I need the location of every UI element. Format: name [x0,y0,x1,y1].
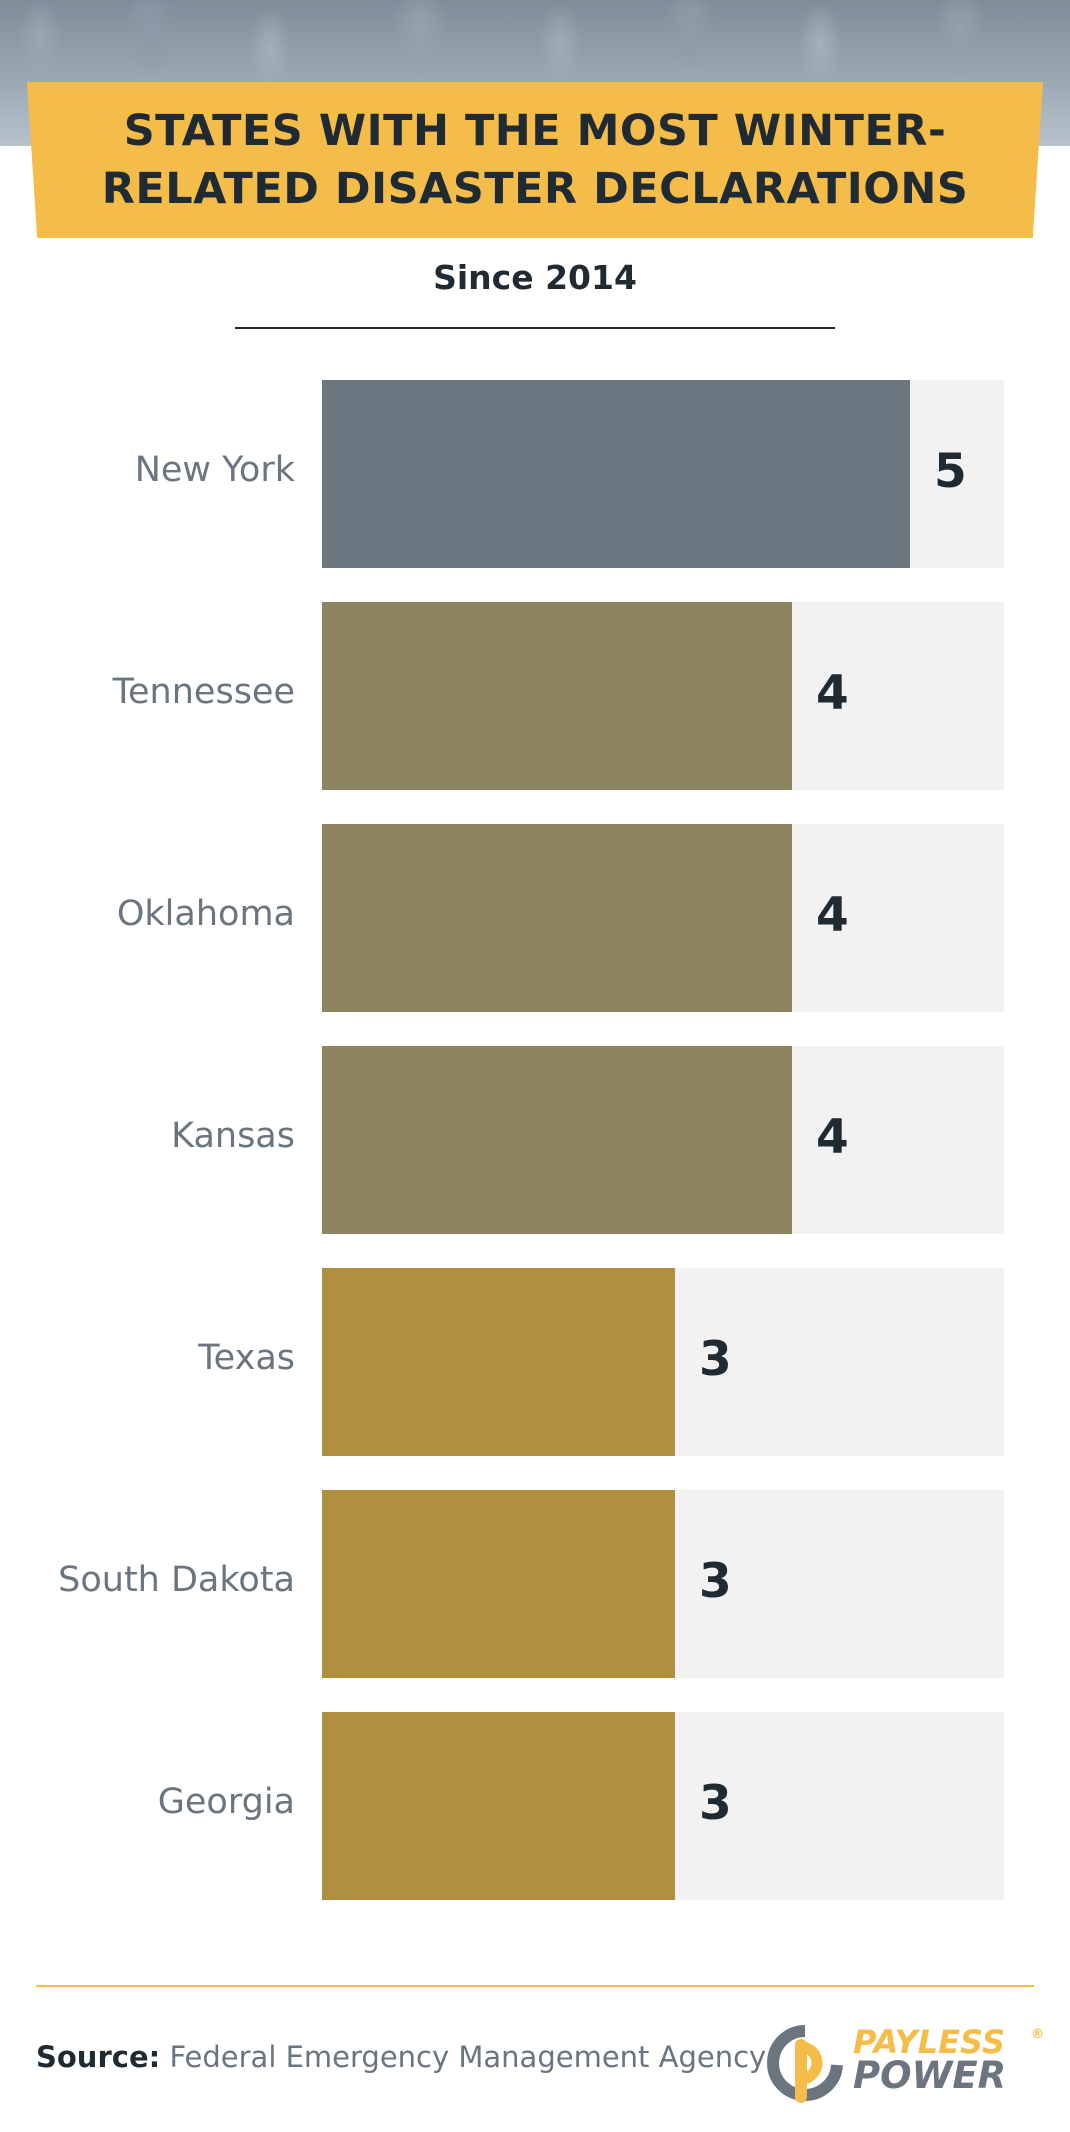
subtitle-divider [235,327,835,329]
chart-title: STATES WITH THE MOST WINTER-RELATED DISA… [101,106,969,214]
title-banner: STATES WITH THE MOST WINTER-RELATED DISA… [27,82,1043,238]
category-label: Tennessee [112,672,295,712]
category-label: Georgia [157,1782,295,1822]
bar [322,1490,675,1678]
source-text: Federal Emergency Management Agency [169,2040,767,2074]
bar [322,824,792,1012]
bar [322,602,792,790]
category-label: Texas [198,1338,295,1378]
chart-subtitle: Since 2014 [433,258,637,297]
payless-power-logo: PAYLESS POWER ® [765,2025,1045,2105]
registered-mark: ® [1031,2027,1044,2042]
category-label: New York [134,450,295,490]
source-label: Source: [36,2040,161,2074]
category-label: South Dakota [58,1560,295,1600]
logo-line2: POWER [853,2054,1007,2097]
payless-power-logo-icon [767,2025,843,2103]
value-label: 5 [934,444,967,499]
value-label: 3 [699,1332,732,1387]
category-label: Oklahoma [116,894,295,934]
bar [322,380,910,568]
category-label: Kansas [171,1116,295,1156]
bar-chart: New York 5 Tennessee 4 Oklahoma 4 Kansas 4 Texas… [0,380,1070,1940]
logo-line1: PAYLESS [853,2023,1005,2061]
bar [322,1046,792,1234]
value-label: 4 [816,888,849,943]
bar [322,1712,675,1900]
source-note: Source: Federal Emergency Management Age… [36,2040,766,2074]
value-label: 3 [699,1776,732,1831]
value-label: 4 [816,1110,849,1165]
footer-divider [36,1985,1034,1987]
bar [322,1268,675,1456]
value-label: 4 [816,666,849,721]
value-label: 3 [699,1554,732,1609]
logo-wordmark: PAYLESS POWER [853,2023,1007,2097]
